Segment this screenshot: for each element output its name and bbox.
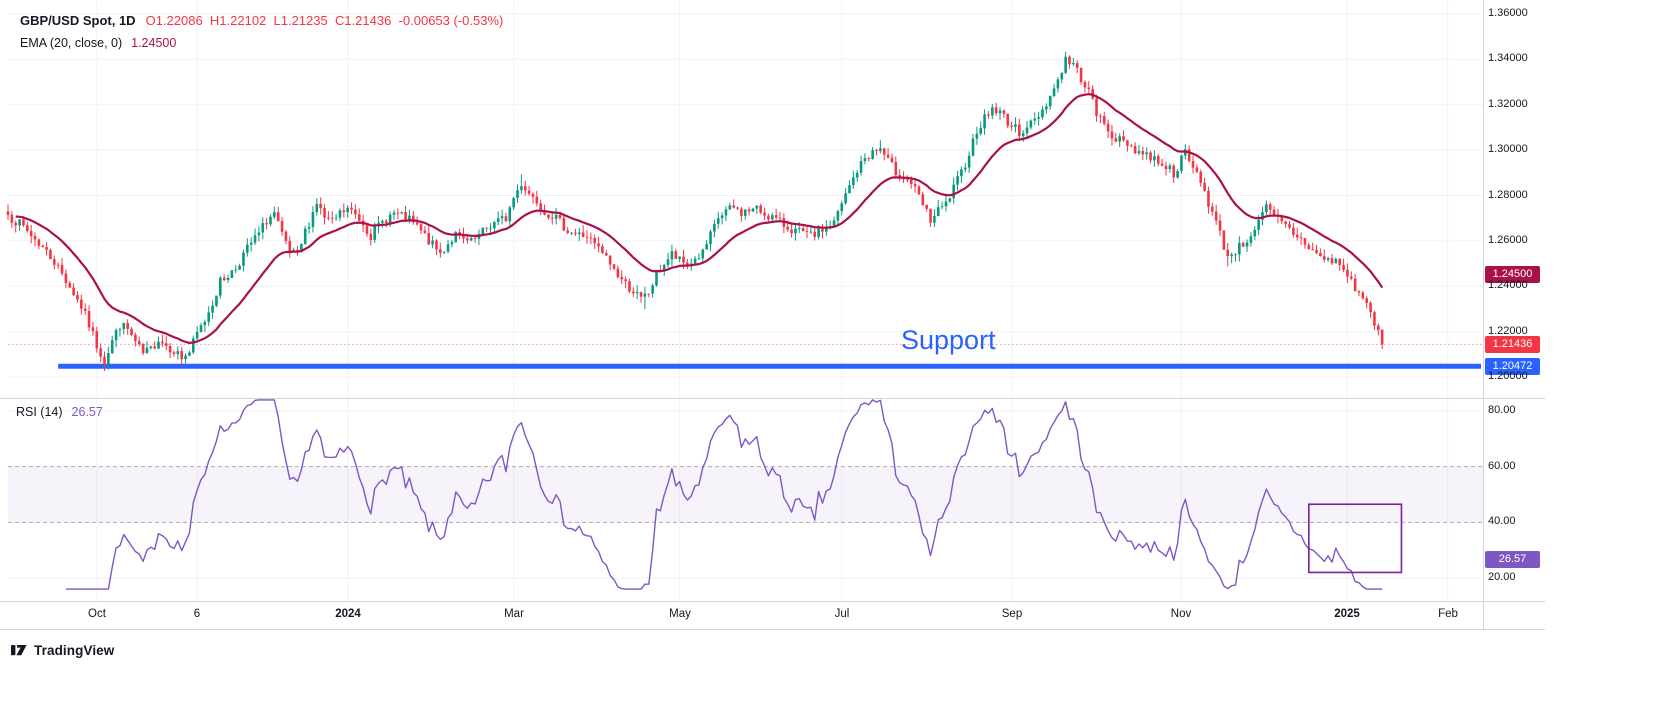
rsi-axis-label: 60.00	[1488, 460, 1516, 472]
time-axis-label: Mar	[504, 608, 524, 620]
ema-legend: EMA (20, close, 0) 1.24500	[20, 36, 176, 50]
support-price-badge: 1.20472	[1485, 358, 1540, 375]
time-axis[interactable]: Oct 6 2024 Mar May Jul Sep Nov 2025 Feb	[0, 601, 1545, 630]
rsi-line	[65, 399, 1383, 590]
price-axis-label: 1.32000	[1488, 98, 1528, 110]
rsi-legend: RSI (14) 26.57	[16, 405, 103, 419]
price-axis-label: 1.22000	[1488, 325, 1528, 337]
time-axis-label: Jul	[834, 608, 850, 620]
candlestick-series	[6, 51, 1384, 371]
pane-separators	[0, 0, 1545, 630]
symbol-title: GBP/USD Spot, 1D	[20, 13, 136, 28]
rsi-pane	[8, 399, 1483, 590]
ema-legend-label: EMA (20, close, 0)	[20, 36, 123, 50]
price-annotations	[8, 343, 1483, 369]
symbol-legend: GBP/USD Spot, 1D O1.22086 H1.22102 L1.21…	[20, 13, 503, 28]
time-axis-label: 2024	[335, 608, 361, 620]
price-axis-label: 1.24000	[1488, 279, 1528, 291]
time-axis-label: Nov	[1170, 608, 1192, 620]
last-price-badge: 1.21436	[1485, 336, 1540, 353]
price-axis-label: 1.20000	[1488, 370, 1528, 382]
price-axis-label: 1.34000	[1488, 52, 1528, 64]
ohlc-values: O1.22086 H1.22102 L1.21235 C1.21436 -0.0…	[145, 13, 504, 28]
tradingview-watermark[interactable]: TradingView	[10, 641, 114, 659]
ema-price-badge: 1.24500	[1485, 266, 1540, 283]
tradingview-logo-icon[interactable]	[10, 641, 28, 659]
chart-plot-area[interactable]	[0, 0, 1545, 630]
price-axis-label: 1.28000	[1488, 189, 1528, 201]
price-axis-label: 1.36000	[1488, 7, 1528, 19]
rsi-value-badge: 26.57	[1485, 551, 1540, 568]
price-axis-label: 1.30000	[1488, 143, 1528, 155]
time-axis-label: 2025	[1334, 608, 1360, 620]
ema-legend-value: 1.24500	[131, 36, 177, 50]
rsi-legend-value: 26.57	[71, 405, 103, 419]
support-annotation-label: Support	[901, 325, 996, 355]
price-axis-label: 1.26000	[1488, 234, 1528, 246]
price-axis[interactable]: 1.36000 1.34000 1.32000 1.30000 1.28000 1.260…	[1483, 0, 1545, 630]
tradingview-watermark-text: TradingView	[34, 642, 115, 658]
rsi-legend-label: RSI (14)	[16, 405, 63, 419]
time-axis-label: 6	[193, 608, 201, 620]
rsi-axis-label: 80.00	[1488, 404, 1516, 416]
rsi-axis-label: 40.00	[1488, 515, 1516, 527]
time-axis-label: Oct	[88, 608, 106, 620]
time-axis-label: Feb	[1438, 608, 1458, 620]
ema-line	[15, 93, 1384, 344]
time-axis-label: Sep	[1001, 608, 1023, 620]
rsi-axis-label: 20.00	[1488, 571, 1516, 583]
time-axis-label: May	[669, 608, 691, 620]
rsi-highlight-box	[1308, 503, 1403, 574]
